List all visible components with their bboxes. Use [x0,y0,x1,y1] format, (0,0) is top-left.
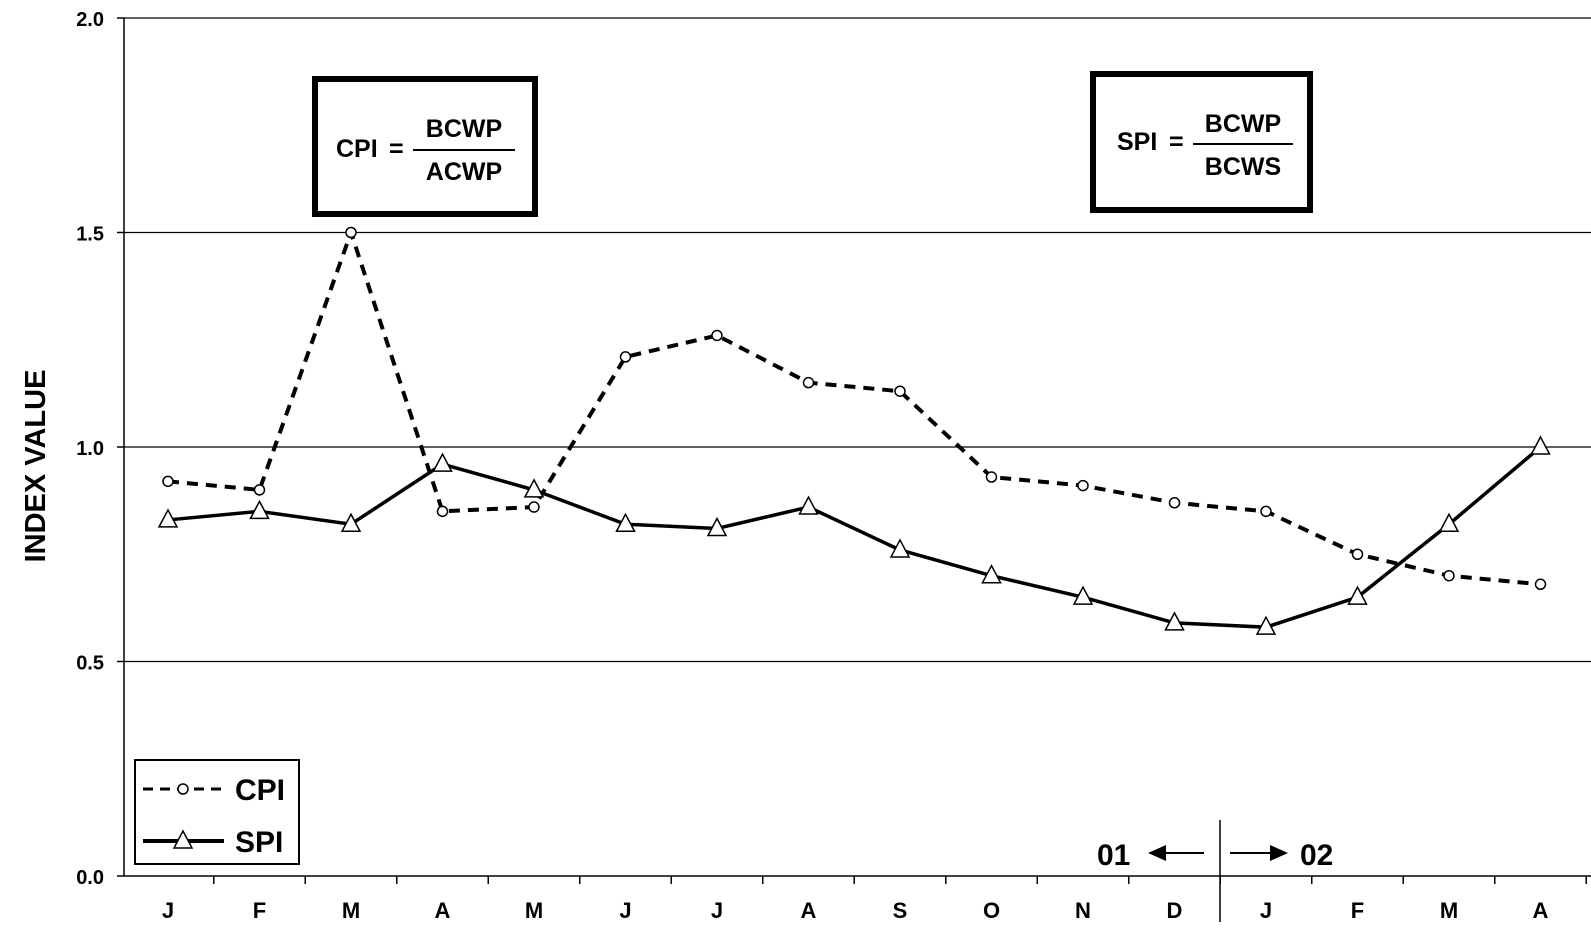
y-tick-label: 0.5 [76,653,104,675]
arrow-left-head [1148,845,1166,861]
x-tick-label: F [1351,898,1364,923]
y-tick-label: 1.0 [76,438,104,460]
spi-point [981,564,1002,584]
spi-series-line [167,445,1542,629]
gridlines [124,17,1591,663]
x-tick-label: M [1440,898,1458,923]
x-tick-label: F [253,898,266,923]
spi-point [1530,435,1551,455]
x-tick-label: O [983,898,1000,923]
legend-spi-label: SPI [235,826,283,859]
x-tick-label: J [711,898,723,923]
spi-point [157,508,179,528]
cpi-point [1260,505,1272,518]
x-tick-label: M [342,898,360,923]
cpi-formula-denominator: ACWP [426,158,502,186]
spi-point [1255,615,1277,635]
spi-point [1164,611,1185,631]
cpi-formula-box: CPI = BCWP ACWP [312,76,538,217]
x-tick-label: J [1260,898,1272,923]
series-layer [157,226,1551,635]
x-tick-label: A [1533,898,1549,923]
cpi-point [802,376,815,389]
year-label-right: 02 [1300,839,1333,872]
cpi-series-line [167,226,1541,587]
cpi-point [1077,479,1089,492]
spi-point [798,495,819,515]
spi-formula-lhs: SPI [1117,128,1157,156]
y-tick-label: 0.0 [76,867,104,889]
y-axis-label: INDEX VALUE [20,370,52,563]
x-tick-label: D [1167,898,1183,923]
spi-point [706,516,728,537]
cpi-formula-numerator: BCWP [426,115,502,143]
x-tick-label: N [1075,898,1091,923]
x-tick-label: A [801,898,817,923]
cpi-formula-eq: = [389,135,404,163]
legend-cpi-marker [177,783,189,795]
y-tick-label: 2.0 [76,9,104,31]
cpi-point [619,351,632,363]
legend-spi-marker [172,829,194,849]
spi-formula-box: SPI = BCWP BCWS [1090,71,1313,213]
cpi-point [1351,548,1364,560]
spi-formula-eq: = [1169,128,1184,156]
cpi-point [1168,497,1181,509]
spi-formula-denominator: BCWS [1205,153,1281,181]
cpi-point [985,471,998,483]
x-tick-label: M [525,898,543,923]
spi-point [889,538,911,558]
spi-point [1438,512,1460,532]
y-tick-labels: 0.0 0.5 1.0 1.5 2.0 [76,9,124,889]
spi-point [615,512,636,532]
spi-point [523,478,545,498]
cpi-point [1534,578,1547,591]
cpi-point [345,226,357,239]
cpi-point [711,329,723,342]
cpi-point [436,505,449,518]
legend: CPI SPI [134,759,300,865]
year-divider: 01 02 [1097,820,1333,922]
year-label-left: 01 [1097,839,1130,872]
x-tick-label: A [435,898,451,923]
x-tick-label: J [162,898,174,923]
cpi-point [528,501,540,513]
cpi-point [1443,569,1455,582]
spi-point [249,499,270,520]
legend-cpi-label: CPI [235,774,285,807]
cpi-point [253,484,266,496]
cpi-formula-lhs: CPI [336,135,378,163]
legend-box [134,759,300,865]
spi-point [1347,585,1368,605]
arrow-right-head [1270,845,1288,861]
spi-point [432,452,453,472]
spi-point [1072,585,1094,605]
cpi-point [162,475,174,488]
cpi-point [894,385,906,397]
x-tick-label: J [619,898,631,923]
spi-point [340,512,362,532]
y-tick-label: 1.5 [76,224,104,246]
spi-formula-numerator: BCWP [1205,110,1281,138]
x-tick-label: S [893,898,908,923]
